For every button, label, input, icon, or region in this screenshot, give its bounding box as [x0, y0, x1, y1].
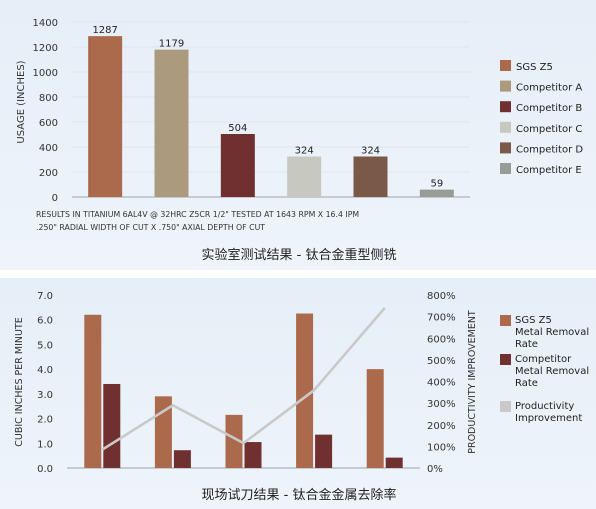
usage-legend-label: Competitor A [516, 83, 582, 94]
usage-legend-label: Competitor B [516, 103, 582, 114]
removal-y2-tick: 200% [427, 421, 456, 432]
usage-value-label: 324 [295, 146, 314, 157]
usage-y-tick: 200 [39, 168, 58, 179]
sgs-removal-bar [366, 369, 384, 468]
removal-y-tick: 6.0 [37, 316, 53, 327]
usage-value-label: 59 [430, 179, 443, 190]
competitor-removal-bar [103, 383, 121, 468]
usage-legend-swatch [500, 121, 511, 133]
removal-y2-tick: 0% [427, 464, 443, 475]
usage-legend-label: Competitor E [516, 165, 582, 176]
competitor-removal-bar [173, 450, 191, 468]
usage-legend-label: SGS Z5 [516, 62, 553, 73]
removal-y-tick: 4.0 [37, 365, 53, 376]
usage-bar [220, 134, 255, 197]
usage-note-line-1: RESULTS IN TITANIUM 6AL4V @ 32HRC Z5CR 1… [36, 210, 359, 219]
usage-value-label: 1287 [92, 25, 117, 36]
removal-y-tick: 7.0 [37, 291, 53, 302]
removal-legend-swatch [500, 315, 511, 326]
removal-legend-label: SGS Z5 [515, 315, 552, 326]
removal-y2-axis-label: PRODUCTIVITY IMPROVEMENT [467, 310, 478, 454]
usage-y-tick: 400 [39, 143, 58, 154]
removal-legend-label: Rate [515, 378, 538, 389]
usage-y-axis-label: USAGE (INCHES) [16, 60, 27, 143]
removal-y2-tick: 700% [427, 313, 456, 324]
competitor-removal-bar [385, 457, 403, 468]
removal-legend-label: Competitor [515, 354, 572, 365]
productivity-line [101, 307, 386, 451]
removal-y-tick: 0.0 [37, 464, 53, 475]
usage-legend-swatch [500, 101, 511, 113]
usage-bar [419, 189, 454, 197]
usage-chart-caption: 实验室测试结果 - 钛合金重型侧铣 [202, 247, 397, 263]
usage-value-label: 504 [228, 123, 247, 134]
removal-legend-label: Rate [515, 339, 538, 350]
usage-bar [353, 156, 388, 197]
usage-chart: USAGE (INCHES) RESULTS IN TITANIUM 6AL4V… [16, 18, 583, 263]
usage-y-tick: 0 [52, 193, 58, 204]
usage-y-tick: 1400 [33, 18, 58, 29]
removal-legend-swatch [500, 354, 511, 365]
usage-bar [154, 49, 189, 197]
usage-bar [88, 36, 123, 197]
sgs-removal-bar [84, 314, 102, 468]
removal-y-tick: 2.0 [37, 415, 53, 426]
competitor-removal-bar [244, 442, 262, 468]
usage-legend-swatch [500, 80, 511, 92]
removal-chart-caption: 现场试刀结果 - 钛合金金属去除率 [202, 487, 397, 503]
usage-y-tick: 800 [39, 93, 58, 104]
usage-legend-label: Competitor C [516, 124, 582, 135]
usage-legend-swatch [500, 163, 511, 174]
removal-y2-tick: 400% [427, 378, 456, 389]
removal-legend-label: Metal Removal [515, 366, 589, 377]
competitor-removal-bar [315, 434, 333, 468]
removal-y2-tick: 500% [427, 356, 456, 367]
removal-legend-label: Productivity [515, 401, 574, 412]
removal-y2-tick: 600% [427, 334, 456, 345]
usage-bar [287, 156, 322, 197]
removal-y2-tick: 300% [427, 399, 456, 410]
usage-value-label: 324 [361, 146, 380, 157]
removal-legend-label: Metal Removal [515, 327, 589, 338]
removal-rate-chart: CUBIC INCHES PER MINUTE PRODUCTIVITY IMP… [14, 291, 589, 503]
usage-y-tick: 1200 [33, 43, 58, 54]
removal-legend-label: Improvement [515, 413, 582, 424]
usage-note-line-2: .250" RADIAL WIDTH OF CUT X .750" AXIAL … [36, 223, 265, 232]
usage-legend-swatch [500, 142, 511, 154]
removal-y-tick: 5.0 [37, 340, 53, 351]
usage-y-tick: 600 [39, 118, 58, 129]
sgs-removal-bar [225, 414, 243, 468]
removal-y-tick: 1.0 [37, 439, 53, 450]
sgs-removal-bar [296, 313, 314, 468]
usage-y-tick: 1000 [33, 68, 58, 79]
removal-y2-tick: 100% [427, 442, 456, 453]
usage-legend-label: Competitor D [516, 144, 583, 155]
removal-legend-swatch [500, 401, 511, 412]
usage-legend-swatch [500, 60, 511, 71]
removal-y-axis-label: CUBIC INCHES PER MINUTE [14, 317, 25, 447]
usage-value-label: 1179 [159, 39, 184, 50]
removal-y-tick: 3.0 [37, 390, 53, 401]
removal-y2-tick: 800% [427, 291, 456, 302]
